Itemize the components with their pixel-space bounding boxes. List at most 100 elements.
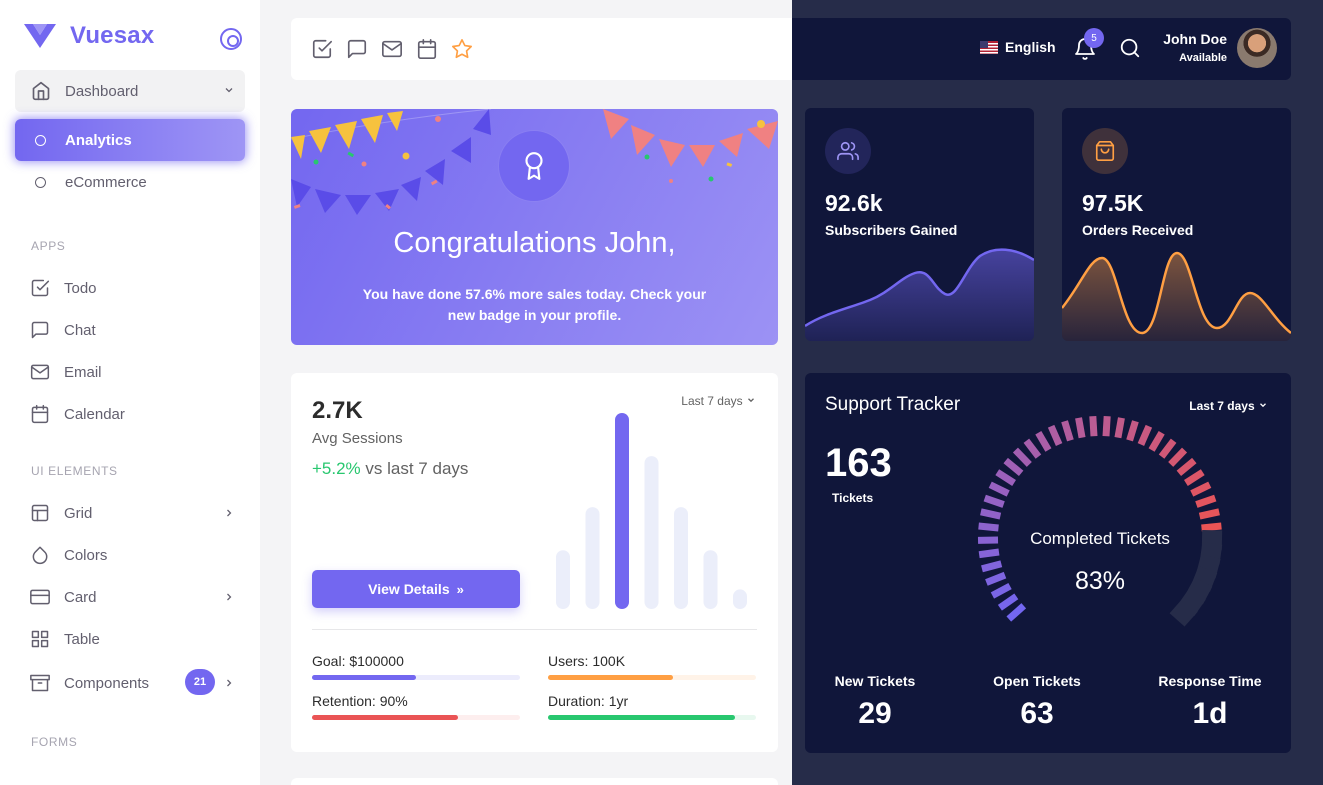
package-icon bbox=[1095, 141, 1115, 161]
gauge-segment bbox=[978, 548, 1000, 559]
view-details-label: View Details bbox=[368, 581, 450, 597]
tracker-range-dropdown[interactable]: Last 7 days bbox=[1189, 399, 1268, 413]
topbar-dark bbox=[792, 18, 1291, 80]
nav-table-label: Table bbox=[64, 630, 100, 648]
congratulations-card: Congratulations John, You have done 57.6… bbox=[291, 109, 778, 345]
nav-ecommerce[interactable]: eCommerce bbox=[15, 161, 245, 203]
support-tracker-title: Support Tracker bbox=[825, 394, 961, 415]
nav-dashboard-label: Dashboard bbox=[65, 82, 139, 100]
nav-analytics[interactable]: Analytics bbox=[15, 119, 245, 161]
users-metric-label: Users: 100K bbox=[548, 653, 626, 669]
avg-sessions-card: 2.7K Avg Sessions +5.2% vs last 7 days L… bbox=[291, 373, 778, 752]
star-icon[interactable] bbox=[451, 38, 473, 60]
topbar-shortcuts bbox=[291, 18, 811, 80]
retention-progress-bar bbox=[312, 715, 520, 720]
nav-calendar-label: Calendar bbox=[64, 405, 125, 423]
congratulations-title: Congratulations John, bbox=[393, 227, 676, 259]
subscribers-area-chart bbox=[805, 248, 1034, 341]
brand-name: Vuesax bbox=[70, 22, 155, 49]
nav-table[interactable]: Table bbox=[15, 619, 245, 659]
gauge-segment bbox=[1114, 417, 1125, 439]
orders-icon-wrapper bbox=[1082, 128, 1128, 174]
nav-card[interactable]: Card bbox=[15, 577, 245, 617]
gauge-segment bbox=[1023, 438, 1042, 459]
droplet-icon bbox=[32, 546, 48, 565]
duration-metric-label: Duration: 1yr bbox=[548, 693, 629, 709]
chevron-right-icon bbox=[227, 509, 232, 517]
section-title-forms: FORMS bbox=[31, 735, 78, 749]
sessions-range-label: Last 7 days bbox=[681, 394, 743, 408]
sessions-change: +5.2% vs last 7 days bbox=[312, 459, 468, 479]
retention-progress-fill bbox=[312, 715, 458, 720]
retention-metric-label: Retention: 90% bbox=[312, 693, 408, 709]
circle-icon bbox=[35, 134, 46, 146]
nav-colors[interactable]: Colors bbox=[15, 535, 245, 575]
chevron-right-icon bbox=[227, 679, 232, 687]
chevron-down-icon bbox=[1260, 403, 1266, 408]
users-progress-bar bbox=[548, 675, 756, 680]
chevrons-right-icon: » bbox=[456, 581, 464, 597]
gauge-segment bbox=[985, 571, 1007, 586]
view-details-button[interactable]: View Details » bbox=[312, 570, 520, 608]
nav-grid[interactable]: Grid bbox=[15, 493, 245, 533]
components-count-badge: 21 bbox=[185, 669, 215, 695]
goal-progress-bar bbox=[312, 675, 520, 680]
brand[interactable]: Vuesax bbox=[22, 22, 154, 50]
gauge-segment bbox=[1126, 420, 1139, 442]
language-selector[interactable]: English bbox=[980, 39, 1056, 55]
gauge-segment bbox=[1137, 424, 1153, 446]
nav-calendar[interactable]: Calendar bbox=[15, 394, 245, 434]
mail-icon[interactable] bbox=[381, 38, 403, 60]
sessions-bar-chart bbox=[556, 413, 747, 609]
nav-todo[interactable]: Todo bbox=[15, 268, 245, 308]
gauge-segment bbox=[1075, 417, 1086, 439]
language-label: English bbox=[1005, 39, 1056, 55]
orders-label: Orders Received bbox=[1082, 222, 1194, 238]
gauge-segment bbox=[980, 508, 1002, 520]
duration-progress-fill bbox=[548, 715, 736, 720]
sessions-value: 2.7K bbox=[312, 397, 363, 424]
gauge-segment bbox=[988, 481, 1010, 497]
vuesax-logo-icon bbox=[24, 24, 56, 48]
gauge-segment bbox=[1177, 588, 1206, 616]
gauge-segment bbox=[1012, 447, 1032, 467]
layout-icon bbox=[31, 504, 49, 522]
sessions-range-dropdown[interactable]: Last 7 days bbox=[681, 394, 756, 408]
check-square-icon[interactable] bbox=[311, 38, 333, 60]
duration-progress-bar bbox=[548, 715, 756, 720]
avatar[interactable] bbox=[1237, 28, 1277, 68]
nav-email-label: Email bbox=[64, 363, 102, 381]
sales-percentage: 57.6% bbox=[465, 286, 505, 302]
nav-components[interactable]: Components 21 bbox=[15, 663, 245, 703]
gauge-segment bbox=[1198, 508, 1220, 520]
search-icon[interactable] bbox=[1119, 37, 1141, 59]
nav-email[interactable]: Email bbox=[15, 352, 245, 392]
gauge-segment bbox=[1148, 430, 1165, 452]
user-name[interactable]: John Doe bbox=[1163, 31, 1227, 47]
orders-received-card: 97.5K Orders Received bbox=[1062, 108, 1291, 341]
gauge-segment bbox=[1176, 457, 1197, 476]
message-square-icon[interactable] bbox=[346, 38, 368, 60]
sessions-bar bbox=[644, 456, 659, 609]
nav-components-label: Components bbox=[64, 674, 150, 692]
grid-icon bbox=[31, 630, 49, 648]
user-status: Available bbox=[1179, 52, 1227, 64]
sessions-bar bbox=[585, 507, 600, 609]
sessions-change-suffix: vs last 7 days bbox=[360, 459, 469, 478]
nav-colors-label: Colors bbox=[64, 546, 108, 564]
sidebar-toggle-icon[interactable] bbox=[220, 28, 242, 50]
gauge-segment bbox=[1190, 481, 1212, 497]
gauge-segment bbox=[1035, 430, 1052, 452]
sessions-bar bbox=[556, 550, 570, 609]
gauge-segment bbox=[981, 560, 1003, 573]
credit-card-icon bbox=[30, 589, 50, 605]
divider bbox=[312, 629, 757, 630]
chevron-right-icon bbox=[227, 593, 232, 601]
gauge-segment bbox=[1089, 416, 1098, 437]
gauge-segment bbox=[1201, 522, 1222, 532]
nav-chat[interactable]: Chat bbox=[15, 310, 245, 350]
goal-metric-label: Goal: $100000 bbox=[312, 653, 404, 669]
calendar-icon bbox=[31, 404, 49, 424]
nav-dashboard[interactable]: Dashboard bbox=[15, 70, 245, 112]
calendar-icon[interactable] bbox=[416, 38, 438, 60]
